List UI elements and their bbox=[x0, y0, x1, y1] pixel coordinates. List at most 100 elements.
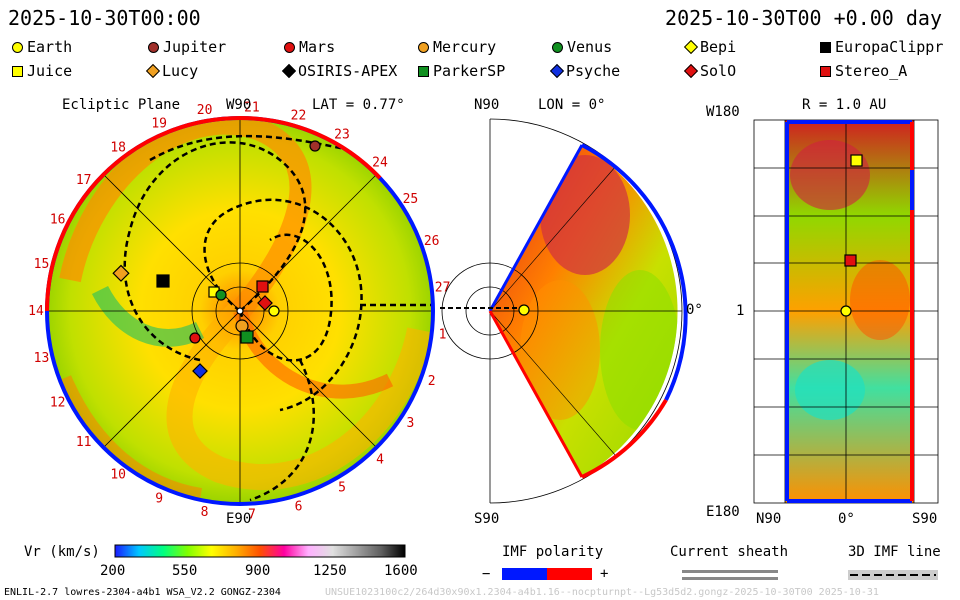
sheath-label: Current sheath bbox=[670, 544, 789, 560]
lucy-marker bbox=[112, 264, 130, 282]
sector-numbers: 20 21222324252627123456789101112131415161… bbox=[28, 100, 450, 522]
footer-model-info: ENLIL-2.7 lowres-2304-a4b1 WSA_V2.2 GONG… bbox=[4, 587, 281, 598]
colorbar-tick: 1250 bbox=[313, 563, 347, 579]
legend-label: ParkerSP bbox=[433, 62, 506, 80]
stereo-a-marker bbox=[256, 280, 269, 293]
ecliptic-panel: 20 21222324252627123456789101112131415161… bbox=[28, 100, 450, 522]
radial-top-left: W180 bbox=[706, 104, 740, 120]
imf-rim bbox=[581, 143, 688, 401]
colorbar-tick: 550 bbox=[172, 563, 198, 579]
legend-item-mars: Mars bbox=[284, 38, 335, 56]
meridional-panel bbox=[440, 118, 688, 504]
earth-marker bbox=[840, 305, 852, 317]
legend-label: Stereo_A bbox=[835, 62, 908, 80]
sector-number: 22 bbox=[291, 109, 307, 124]
juice-marker bbox=[850, 154, 863, 167]
radial-mid-left: 1 bbox=[736, 303, 745, 319]
europaclipper-marker bbox=[156, 274, 170, 288]
legend-item-stereo-a: Stereo_A bbox=[820, 62, 907, 80]
imf-minus: − bbox=[482, 566, 491, 582]
legend-label: Mars bbox=[299, 38, 336, 56]
sheath-swatch bbox=[682, 570, 778, 573]
sector-number: 13 bbox=[34, 351, 50, 366]
venus-marker bbox=[215, 289, 227, 301]
spiral-band bbox=[91, 285, 205, 347]
ecliptic-title: Ecliptic Plane bbox=[62, 97, 181, 113]
sector-number: 14 bbox=[28, 304, 44, 319]
line3d-label: 3D IMF line bbox=[848, 544, 941, 560]
legend-label: SolO bbox=[700, 62, 737, 80]
sector-number: 23 bbox=[334, 127, 350, 142]
sector-number: 21 bbox=[244, 100, 260, 115]
colorbar bbox=[114, 544, 406, 558]
radial-panel bbox=[753, 119, 939, 504]
colorbar-tick: 1600 bbox=[384, 563, 418, 579]
sector-number: 16 bbox=[50, 212, 66, 227]
sector-number: 1 bbox=[439, 328, 447, 343]
sector-number: 19 bbox=[151, 117, 167, 132]
legend-item-venus: Venus bbox=[552, 38, 612, 56]
mercury-marker bbox=[235, 319, 249, 333]
sector-number: 27 bbox=[435, 280, 451, 295]
square-marker-icon bbox=[12, 65, 23, 77]
legend-item-solo: SolO bbox=[683, 62, 737, 80]
lon-label: LON = 0° bbox=[538, 97, 606, 113]
sector-number: 12 bbox=[50, 396, 66, 411]
radial-axis-0: 0° bbox=[838, 511, 855, 527]
colorbar-tick: 900 bbox=[245, 563, 271, 579]
imf-edge bbox=[488, 310, 584, 478]
imf-label: IMF polarity bbox=[502, 544, 604, 560]
solo-marker bbox=[257, 295, 273, 311]
imf-rim-positive bbox=[581, 398, 668, 479]
sector-number: 17 bbox=[76, 173, 92, 188]
circle-marker-icon bbox=[552, 41, 563, 53]
imf-rim-positive bbox=[239, 115, 382, 180]
imf-rim-positive bbox=[45, 116, 241, 312]
ecliptic-bottom-label: E90 bbox=[226, 511, 252, 527]
legend-label: Psyche bbox=[566, 62, 621, 80]
imf-plus: + bbox=[600, 566, 609, 582]
legend-item-lucy: Lucy bbox=[145, 62, 199, 80]
sector-number: 10 bbox=[110, 468, 126, 483]
spiral-band bbox=[166, 301, 432, 490]
legend-label: Earth bbox=[27, 38, 73, 56]
imf-edge bbox=[488, 144, 584, 312]
ecliptic-top-label: W90 bbox=[226, 97, 252, 113]
radial-axis-s90: S90 bbox=[912, 511, 938, 527]
legend-label: Jupiter bbox=[163, 38, 227, 56]
legend-item-osiris-apex: OSIRIS-APEX bbox=[281, 62, 398, 80]
circle-marker-icon bbox=[12, 41, 23, 53]
colorbar-label: Vr (km/s) bbox=[24, 544, 100, 560]
parkersp-marker bbox=[240, 330, 254, 344]
left-timestamp: 2025-10-30T00:00 bbox=[8, 6, 201, 30]
sheath-swatch bbox=[682, 577, 778, 580]
legend-label: Lucy bbox=[162, 62, 199, 80]
sector-number: 15 bbox=[34, 257, 50, 272]
sector-number: 7 bbox=[248, 508, 256, 523]
earth-marker bbox=[518, 304, 530, 316]
legend-label: Juice bbox=[27, 62, 73, 80]
meridional-bottom-label: S90 bbox=[474, 511, 500, 527]
square-marker-icon bbox=[418, 65, 429, 77]
imf-positive-swatch bbox=[547, 568, 592, 580]
sector-number: 5 bbox=[338, 481, 346, 496]
legend-item-psyche: Psyche bbox=[549, 62, 621, 80]
imf-negative-swatch bbox=[502, 568, 547, 580]
sector-number: 26 bbox=[424, 234, 440, 249]
sector-number: 25 bbox=[403, 192, 419, 207]
current-sheath bbox=[123, 134, 432, 502]
legend-label: OSIRIS-APEX bbox=[298, 62, 398, 80]
footer-run-info: UNSUE1023100c2/264d30x90x1.2304-a4b1.16-… bbox=[325, 587, 879, 598]
right-timestamp: 2025-10-30T00 +0.00 day bbox=[665, 6, 942, 30]
circle-marker-icon bbox=[418, 41, 429, 53]
circle-marker-icon bbox=[284, 41, 295, 53]
radial-bottom-left: E180 bbox=[706, 504, 740, 520]
radial-axis-n90: N90 bbox=[756, 511, 782, 527]
legend-item-parkersp: ParkerSP bbox=[418, 62, 505, 80]
meridional-top-label: N90 bbox=[474, 97, 500, 113]
colorbar-tick: 200 bbox=[100, 563, 126, 579]
sector-number: 11 bbox=[76, 435, 92, 450]
square-marker-icon bbox=[820, 41, 831, 53]
circle-marker-icon bbox=[148, 41, 159, 53]
sector-number: 6 bbox=[295, 499, 303, 514]
